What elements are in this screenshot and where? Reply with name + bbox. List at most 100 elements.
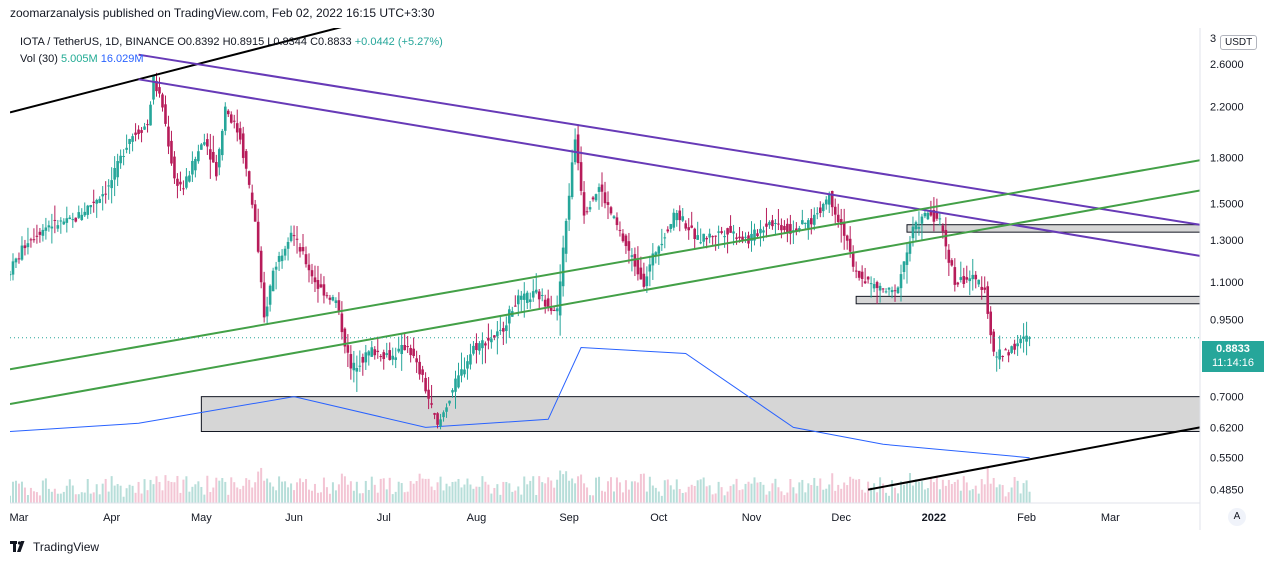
volume-bar [789,479,792,503]
volume-bar [965,482,968,503]
candle-body [588,207,592,210]
candle-body [68,217,72,220]
volume-bar [914,479,917,503]
candle-body [1022,336,1025,339]
candle-body [113,168,116,180]
price-chart[interactable]: 0.48500.55000.62000.70000.80000.95001.10… [10,28,1270,530]
candle-body [487,337,490,341]
volume-bar [801,479,804,503]
support-zone-low [200,396,1200,433]
candle-body [238,128,242,140]
volume-bar [463,484,466,503]
candle-body [801,220,804,225]
candle-body [235,123,239,133]
volume-bar [505,481,508,503]
volume-bar [164,475,167,503]
candle-body [229,114,233,123]
candle-body [185,176,188,188]
y-tick-label: 2.6000 [1210,59,1244,71]
symbol-info[interactable]: IOTA / TetherUS, 1D, BINANCE [20,36,175,48]
ohlc-row: IOTA / TetherUS, 1D, BINANCE O0.8392 H0.… [20,34,443,51]
volume-bar [328,493,331,503]
candle-body [804,222,807,224]
volume-bar [481,476,484,503]
volume-bar [391,494,394,503]
candle-body [191,160,194,175]
volume-bar [197,481,200,503]
candle-body [448,400,451,404]
candle-body [478,343,481,351]
volume-bar [708,485,711,503]
candle-body [594,194,598,201]
candle-body [259,250,263,283]
volume-bar [917,481,920,503]
volume-bar [663,480,666,503]
candle-body [911,226,915,239]
volume-bar [846,485,849,503]
candle-body [325,295,329,297]
candle-body [899,274,903,289]
volume-bar [284,481,287,503]
volume-bar [110,476,113,503]
volume-bar [182,479,185,503]
high-value: H0.8915 [222,36,265,48]
volume-bar [612,491,615,503]
candle-body [923,212,927,217]
candle-body [881,288,885,290]
volume-bar [224,481,227,503]
volume-bar [442,490,445,503]
candle-body [146,124,149,126]
candle-body [415,358,418,363]
candle-body [262,282,266,318]
candle-body [827,193,831,205]
candle-body [648,264,652,272]
candle-body [508,309,511,324]
volume-bar [1013,477,1016,503]
volume-bar [971,489,974,503]
volume-bar [741,489,744,503]
volume-bar [956,479,959,503]
candle-body [74,217,78,222]
candle-body [280,255,284,262]
volume-bar [173,482,176,503]
candle-body [980,286,984,290]
candle-body [188,175,191,182]
volume-bar [759,482,762,503]
volume-bar [589,495,592,503]
volume-bar [415,481,418,503]
candle-body [573,139,577,163]
candle-body [711,236,714,238]
volume-bar [992,477,995,503]
candle-body [364,352,368,363]
candle-body [436,413,439,425]
candle-body [80,214,84,221]
candles [10,72,1031,430]
volume-bar [604,491,606,503]
candle-body [1019,338,1022,344]
candle-body [720,231,723,233]
currency-selector[interactable]: USDT [1220,35,1258,50]
candle-body [232,120,236,122]
candle-body [905,252,909,265]
volume-label[interactable]: Vol (30) [20,53,58,65]
auto-scale-button[interactable]: A [1228,508,1246,526]
volume-bar [565,471,568,503]
volume-bar [203,494,206,503]
candle-body [247,171,251,185]
volume-bar [705,486,708,503]
volume-bar [657,491,660,503]
candle-body [974,274,978,280]
volume-bar [334,490,337,503]
tradingview-logo-icon [10,541,25,552]
change-value: +0.0442 (+5.27%) [354,36,443,48]
y-tick-label: 0.5500 [1210,453,1244,465]
open-value: O0.8392 [177,36,220,48]
volume-bar [645,491,648,503]
candle-body [125,147,128,150]
candle-body [771,220,774,227]
candle-body [591,197,595,200]
footer-brand[interactable]: TradingView [10,540,99,554]
volume-bar [541,482,544,503]
candle-body [89,205,93,208]
volume-bar [251,487,254,503]
